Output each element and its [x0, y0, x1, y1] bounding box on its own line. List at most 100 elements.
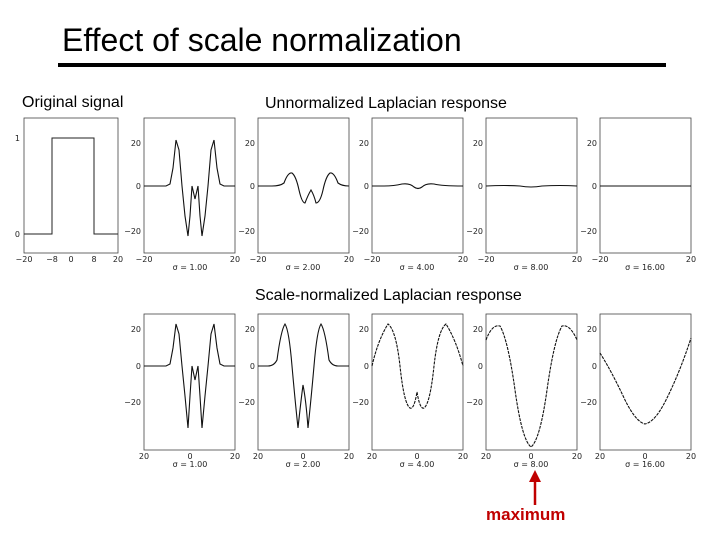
slide-title: Effect of scale normalization — [62, 22, 462, 58]
laplacian-curve — [258, 323, 349, 429]
x-tick: −20 — [592, 255, 609, 264]
unnormalized-panel-5: 20 0 −20 −20 20 σ = 16.00 — [580, 117, 696, 272]
laplacian-curve — [371, 323, 464, 409]
laplacian-curve — [599, 337, 692, 425]
x-tick: 20 — [230, 452, 240, 461]
laplacian-curve — [485, 325, 578, 448]
sigma-caption: σ = 1.00 — [173, 460, 208, 469]
laplacian-curve — [485, 184, 578, 188]
y-tick: 1 — [15, 134, 20, 143]
normalized-panel-1: 20 0 −20 20 0 20 σ = 1.00 — [124, 313, 240, 469]
normalized-panel-5: 20 0 −20 20 0 20 σ = 16.00 — [580, 313, 696, 469]
laplacian-curve — [144, 323, 235, 429]
x-tick: 8 — [91, 255, 96, 264]
y-tick: 0 — [478, 362, 483, 371]
y-tick: 0 — [136, 182, 141, 191]
x-tick: 0 — [414, 452, 419, 461]
x-tick: 20 — [595, 452, 605, 461]
laplacian-curve — [144, 139, 235, 237]
x-tick: 20 — [572, 452, 582, 461]
laplacian-curve — [372, 183, 464, 190]
unnormalized-panel-3: 20 0 −20 −20 20 σ = 4.00 — [352, 117, 468, 272]
y-tick: 20 — [587, 325, 597, 334]
x-tick: 20 — [572, 255, 582, 264]
original-signal-label: Original signal — [22, 94, 124, 111]
unnormalized-response-label: Unnormalized Laplacian response — [265, 95, 507, 112]
x-tick: 20 — [113, 255, 123, 264]
sigma-caption: σ = 2.00 — [286, 263, 321, 272]
y-tick: −20 — [580, 398, 597, 407]
y-tick: 20 — [359, 139, 369, 148]
y-tick: 20 — [131, 139, 141, 148]
x-tick: 20 — [458, 452, 468, 461]
y-tick: −20 — [352, 398, 369, 407]
sigma-caption: σ = 4.00 — [400, 460, 435, 469]
normalized-panel-3: 20 0 −20 20 0 20 σ = 4.00 — [352, 313, 468, 469]
normalized-panel-4: 20 0 −20 20 0 20 σ = 8.00 — [466, 313, 582, 469]
y-tick: −20 — [124, 227, 141, 236]
normalized-response-label: Scale-normalized Laplacian response — [255, 287, 522, 304]
sigma-caption: σ = 8.00 — [514, 263, 549, 272]
y-tick: 0 — [136, 362, 141, 371]
unnormalized-panel-2: 20 0 −20 −20 20 σ = 2.00 — [238, 117, 354, 272]
sigma-caption: σ = 16.00 — [625, 460, 665, 469]
y-tick: −20 — [580, 227, 597, 236]
y-tick: 0 — [250, 182, 255, 191]
sigma-caption: σ = 1.00 — [173, 263, 208, 272]
y-tick: 20 — [473, 325, 483, 334]
laplacian-curve — [258, 172, 350, 204]
normalized-panel-2: 20 0 −20 20 0 20 σ = 2.00 — [238, 313, 354, 469]
unnormalized-panel-4: 20 0 −20 −20 20 σ = 8.00 — [466, 117, 582, 272]
x-tick: −20 — [364, 255, 381, 264]
x-tick: 20 — [344, 255, 354, 264]
x-tick: 0 — [187, 452, 192, 461]
x-tick: 20 — [139, 452, 149, 461]
x-tick: 20 — [253, 452, 263, 461]
sigma-caption: σ = 8.00 — [514, 460, 549, 469]
x-tick: −20 — [16, 255, 33, 264]
x-tick: 20 — [458, 255, 468, 264]
y-tick: 0 — [15, 230, 20, 239]
title-underline — [58, 63, 666, 67]
sigma-caption: σ = 2.00 — [286, 460, 321, 469]
x-tick: 0 — [68, 255, 73, 264]
y-tick: 0 — [364, 362, 369, 371]
x-tick: −8 — [46, 255, 58, 264]
x-tick: 20 — [344, 452, 354, 461]
x-tick: 20 — [230, 255, 240, 264]
x-tick: 20 — [481, 452, 491, 461]
y-tick: −20 — [466, 227, 483, 236]
y-tick: 20 — [359, 325, 369, 334]
x-tick: 20 — [686, 255, 696, 264]
sigma-caption: σ = 4.00 — [400, 263, 435, 272]
unnormalized-panel-1: 20 0 −20 −20 20 σ = 1.00 — [124, 117, 240, 272]
y-tick: 20 — [131, 325, 141, 334]
y-tick: 0 — [364, 182, 369, 191]
x-tick: 0 — [642, 452, 647, 461]
x-tick: −20 — [478, 255, 495, 264]
x-tick: 20 — [686, 452, 696, 461]
y-tick: −20 — [124, 398, 141, 407]
x-tick: 0 — [300, 452, 305, 461]
x-tick: −20 — [136, 255, 153, 264]
y-tick: 0 — [478, 182, 483, 191]
original-signal-panel: 1 0 −20 −8 0 8 20 — [15, 117, 123, 264]
x-tick: −20 — [250, 255, 267, 264]
y-tick: 20 — [245, 325, 255, 334]
y-tick: −20 — [238, 398, 255, 407]
sigma-caption: σ = 16.00 — [625, 263, 665, 272]
x-tick: 20 — [367, 452, 377, 461]
maximum-arrow — [529, 470, 541, 505]
y-tick: 0 — [250, 362, 255, 371]
y-tick: −20 — [238, 227, 255, 236]
x-tick: 0 — [528, 452, 533, 461]
y-tick: 20 — [245, 139, 255, 148]
y-tick: −20 — [352, 227, 369, 236]
y-tick: 0 — [592, 362, 597, 371]
y-tick: 20 — [587, 139, 597, 148]
y-tick: 20 — [473, 139, 483, 148]
maximum-label: maximum — [486, 505, 566, 524]
y-tick: −20 — [466, 398, 483, 407]
boxcar-curve — [24, 137, 118, 235]
